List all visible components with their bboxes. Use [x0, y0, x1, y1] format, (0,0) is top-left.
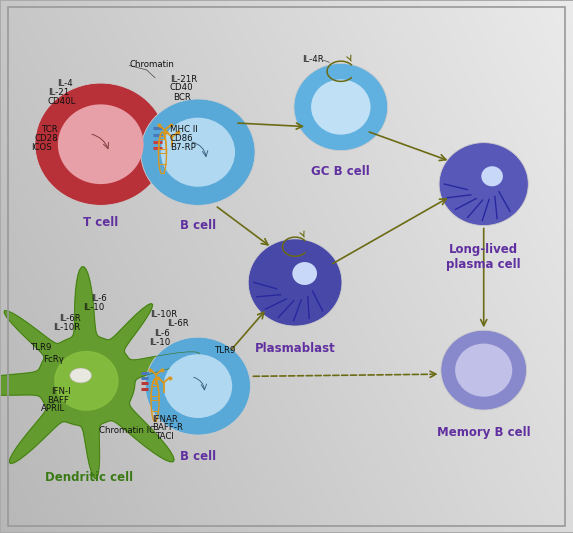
Text: B cell: B cell [180, 450, 216, 463]
Circle shape [292, 262, 317, 285]
Text: GC B cell: GC B cell [312, 165, 370, 179]
Text: IL-4: IL-4 [57, 78, 72, 87]
Text: B7-RP: B7-RP [170, 143, 195, 152]
Polygon shape [55, 352, 118, 410]
Text: CD28: CD28 [35, 134, 58, 143]
Circle shape [294, 63, 388, 151]
Text: IL-6R: IL-6R [168, 319, 189, 328]
Text: IL-6: IL-6 [91, 294, 107, 303]
Text: TLR9: TLR9 [215, 346, 237, 355]
Text: IL-21R: IL-21R [170, 75, 197, 84]
Text: CD40: CD40 [170, 83, 194, 92]
Text: TCR: TCR [42, 125, 58, 134]
Circle shape [35, 83, 167, 205]
Text: IL-10: IL-10 [150, 338, 171, 347]
Text: APRIL: APRIL [41, 405, 65, 414]
Circle shape [58, 104, 144, 184]
Text: T cell: T cell [83, 216, 119, 229]
Circle shape [481, 166, 503, 187]
Text: BAFF: BAFF [48, 396, 69, 405]
Text: IFN-I: IFN-I [51, 387, 70, 397]
Text: CD86: CD86 [170, 134, 194, 143]
Text: IL-10: IL-10 [84, 303, 105, 312]
Circle shape [311, 79, 371, 135]
Text: Memory B cell: Memory B cell [437, 426, 531, 439]
Text: IL-4R: IL-4R [303, 55, 324, 63]
Circle shape [141, 99, 255, 205]
Text: MHC II: MHC II [170, 125, 198, 134]
Text: IL-10R: IL-10R [151, 310, 178, 319]
Circle shape [248, 239, 342, 326]
Text: FcRγ: FcRγ [44, 354, 64, 364]
Circle shape [146, 337, 250, 435]
Text: ICOS: ICOS [31, 143, 52, 152]
Text: IL-6R: IL-6R [59, 314, 81, 323]
Text: CD40L: CD40L [48, 97, 76, 106]
Circle shape [164, 354, 232, 418]
Text: Chromatin: Chromatin [129, 60, 174, 69]
Text: IFNAR: IFNAR [152, 415, 178, 424]
Polygon shape [0, 266, 200, 479]
Text: Long-lived
plasma cell: Long-lived plasma cell [446, 243, 521, 271]
Text: IL-21: IL-21 [48, 87, 69, 96]
Text: Plasmablast: Plasmablast [255, 342, 335, 355]
Circle shape [161, 118, 235, 187]
Ellipse shape [70, 368, 92, 383]
Circle shape [455, 344, 512, 397]
Circle shape [441, 330, 527, 410]
Circle shape [439, 143, 528, 225]
Text: BAFF-R: BAFF-R [152, 423, 183, 432]
Text: Chromatin IC: Chromatin IC [99, 426, 155, 435]
Text: IL-10R: IL-10R [53, 323, 81, 332]
Text: TACl: TACl [156, 432, 175, 441]
Text: Dendritic cell: Dendritic cell [45, 471, 134, 484]
Text: IL-6: IL-6 [154, 329, 170, 338]
Text: BCR: BCR [173, 93, 191, 102]
Text: TLR9: TLR9 [31, 343, 52, 352]
Text: B cell: B cell [180, 219, 216, 232]
